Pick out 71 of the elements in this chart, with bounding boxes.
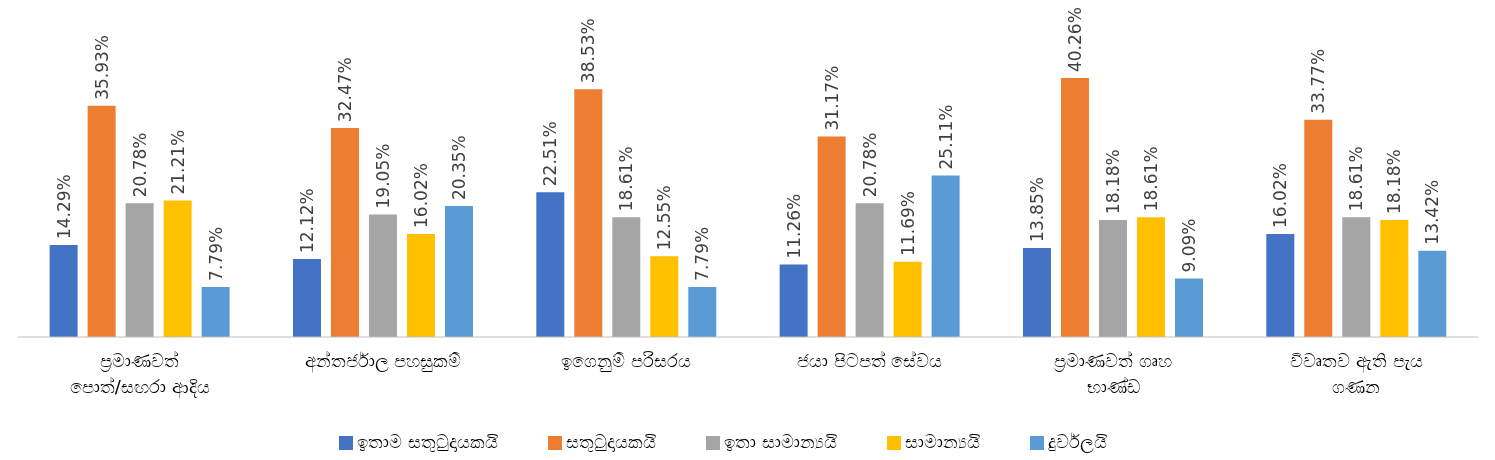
x-tick-label: විවෘතව ඇති පැය ගණන bbox=[1290, 350, 1423, 397]
data-label: 20.78% bbox=[129, 132, 150, 198]
bar bbox=[650, 256, 679, 337]
bar bbox=[330, 128, 359, 337]
x-tick-label: ඉගෙනුම් පරිසරය bbox=[561, 350, 692, 372]
bar bbox=[292, 259, 321, 337]
legend-label: සතුටුදායකයි bbox=[566, 431, 656, 452]
bar bbox=[125, 203, 154, 337]
bar bbox=[1174, 278, 1203, 337]
data-label: 13.42% bbox=[1422, 179, 1443, 245]
data-label: 18.18% bbox=[1102, 149, 1123, 215]
data-label: 19.05% bbox=[372, 143, 393, 209]
x-tick-label: ප්‍රමාණවත් ගෘහ භාණ්ඩ bbox=[1054, 350, 1172, 397]
bar bbox=[536, 192, 565, 337]
data-label: 7.79% bbox=[692, 226, 713, 281]
bar bbox=[1266, 233, 1295, 337]
bar bbox=[1342, 217, 1371, 337]
bar bbox=[1136, 217, 1165, 337]
data-label: 16.02% bbox=[1270, 163, 1291, 228]
bar bbox=[855, 203, 884, 337]
data-label: 22.51% bbox=[540, 121, 561, 187]
data-label: 20.78% bbox=[859, 132, 880, 198]
data-label: 20.35% bbox=[448, 135, 469, 201]
data-label: 21.21% bbox=[167, 129, 188, 195]
data-label: 7.79% bbox=[205, 226, 226, 281]
data-label: 9.09% bbox=[1178, 218, 1199, 273]
data-label: 38.53% bbox=[578, 18, 599, 84]
data-label: 35.93% bbox=[91, 35, 112, 100]
bar bbox=[1022, 247, 1051, 337]
data-label: 18.18% bbox=[1384, 149, 1405, 215]
data-label: 13.85% bbox=[1026, 177, 1047, 242]
data-label: 25.11% bbox=[935, 104, 956, 170]
bar bbox=[1418, 250, 1447, 337]
bar bbox=[779, 264, 808, 337]
bar bbox=[1380, 220, 1409, 337]
bar bbox=[931, 175, 960, 337]
data-label: 18.61% bbox=[616, 146, 637, 212]
data-label: 33.77% bbox=[1308, 48, 1329, 114]
data-label: 11.26% bbox=[783, 193, 804, 259]
x-tick-label: ප්‍රමාණවත් පොත්/සඟරා ආදිය bbox=[69, 350, 210, 399]
bar bbox=[574, 89, 603, 337]
data-label: 31.17% bbox=[821, 65, 842, 131]
bar bbox=[368, 214, 397, 337]
x-tick-label: අන්තර්ජාල පහසුකම් bbox=[304, 350, 462, 373]
data-label: 18.61% bbox=[1346, 146, 1367, 212]
bar bbox=[893, 261, 922, 337]
bar bbox=[1098, 220, 1127, 337]
bar bbox=[87, 105, 116, 337]
bar bbox=[406, 233, 435, 337]
bar bbox=[612, 217, 641, 337]
legend-label: ඉතාම සතුටුදායකයි bbox=[357, 431, 498, 452]
bar bbox=[444, 206, 473, 337]
bar bbox=[49, 245, 78, 337]
data-label: 32.47% bbox=[334, 57, 355, 123]
data-label: 11.69% bbox=[897, 190, 918, 256]
legend-label: දුර්වලයි bbox=[1047, 431, 1107, 452]
x-tick-label: ජයා පිටපත් සේවය bbox=[796, 350, 943, 371]
data-label: 16.02% bbox=[410, 163, 431, 228]
bar bbox=[688, 286, 717, 337]
bar bbox=[1304, 119, 1333, 337]
legend-label: සාමාන්‍යයි bbox=[904, 431, 980, 452]
bar bbox=[817, 136, 846, 337]
bar bbox=[163, 200, 192, 337]
bar bbox=[1060, 78, 1089, 337]
data-label: 12.55% bbox=[654, 185, 675, 251]
legend-label: ඉතා සාමාන්‍යයි bbox=[724, 431, 837, 452]
data-label: 14.29% bbox=[53, 174, 74, 240]
data-label: 12.12% bbox=[296, 188, 317, 254]
bar bbox=[201, 286, 230, 337]
data-label: 40.26% bbox=[1064, 7, 1085, 72]
data-label: 18.61% bbox=[1140, 146, 1161, 212]
